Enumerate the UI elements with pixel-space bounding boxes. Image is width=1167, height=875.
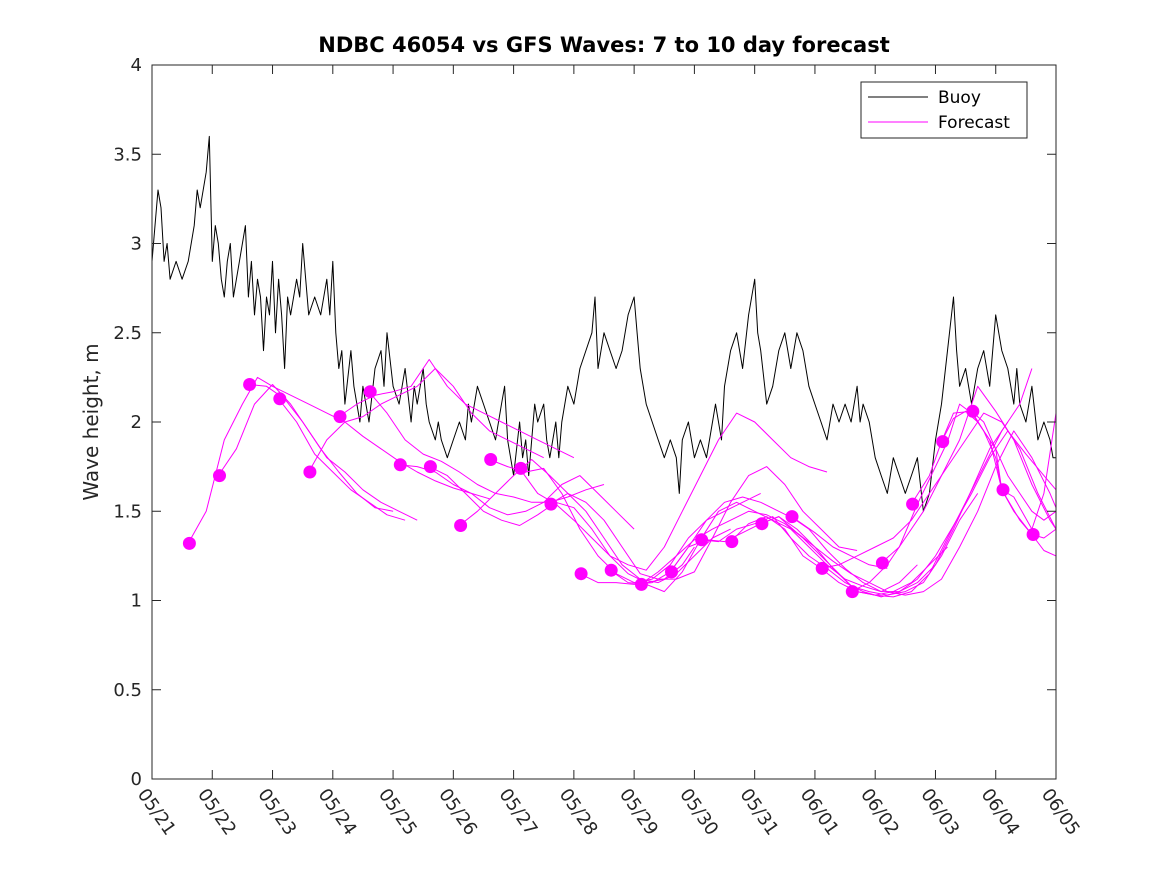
forecast-series-line [609,501,918,593]
forecast-point [634,577,648,591]
forecast-series-line [730,368,1033,598]
forecast-point [182,536,196,550]
forecast-point [333,410,347,424]
forecast-series-line [820,412,1057,569]
forecast-point [906,497,920,511]
forecast-series-line [579,496,888,585]
forecast-point [725,535,739,549]
forecast-point [845,585,859,599]
y-tick-label: 1 [131,591,142,612]
forecast-point [213,469,226,483]
y-tick-label: 2 [131,412,142,433]
forecast-point [393,458,407,472]
forecast-series-line [399,464,635,530]
forecast-point [755,517,769,531]
y-tick-label: 4 [131,55,142,76]
y-tick-label: 0 [131,769,142,790]
legend-box [860,81,1028,139]
forecast-point [966,404,980,418]
forecast-series-line [248,384,394,512]
legend: Buoy Forecast [860,81,1028,139]
forecast-series-line [459,459,731,584]
forecast-point [423,460,437,474]
forecast-series-line [760,430,1057,596]
forecast-point [785,510,799,524]
forecast-point [484,453,498,466]
forecast-point [544,497,558,511]
data-marks [151,135,1057,599]
y-axis-label: Wave height, m [79,343,103,500]
forecast-point [875,556,889,570]
forecast-point [604,563,618,577]
forecast-point [574,567,588,581]
legend-label-forecast: Forecast [938,113,1010,133]
forecast-series-line [278,398,406,521]
forecast-point [273,392,287,406]
y-tick-label: 2.5 [113,323,142,344]
forecast-point [815,561,829,575]
forecast-series-line [790,430,1057,593]
forecast-series-line [308,368,544,473]
forecast-series-line [669,493,979,596]
forecast-point [996,483,1010,497]
forecast-point [1026,528,1040,541]
forecast-point [243,378,257,391]
forecast-point [363,385,377,399]
forecast-point [665,565,678,579]
y-tick-label: 1.5 [113,501,142,522]
forecast-series-line [368,391,605,503]
forecast-point [514,461,528,475]
forecast-point [695,533,709,547]
y-tick-label: 3 [131,234,142,255]
forecast-series-line [338,359,575,459]
forecast-series-line [549,466,858,580]
forecast-point [454,519,468,532]
forecast-series-line [519,412,828,571]
forecast-point [303,465,317,479]
chart-title: NDBC 46054 vs GFS Waves: 7 to 10 day for… [318,33,889,57]
forecast-point [936,435,950,449]
forecast-series-line [639,510,948,596]
legend-label-buoy: Buoy [938,88,981,108]
y-tick-label: 3.5 [113,144,142,165]
y-tick-label: 0.5 [113,680,142,701]
buoy-series-line [151,135,1056,512]
